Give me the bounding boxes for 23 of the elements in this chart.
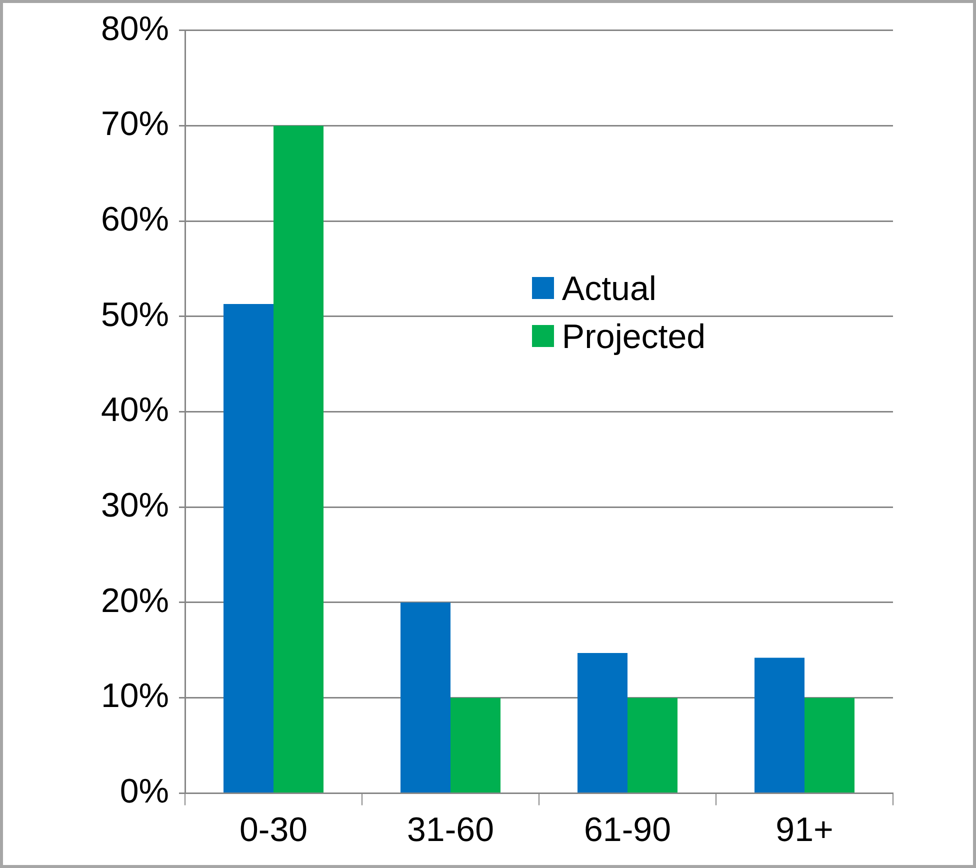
- bar: [754, 658, 804, 792]
- bar: [224, 304, 274, 792]
- x-tick-label: 31-60: [407, 810, 494, 849]
- y-tick-label: 0%: [120, 772, 169, 811]
- y-tick-label: 40%: [100, 391, 169, 430]
- y-tick-label: 50%: [100, 296, 169, 334]
- y-tick-label: 60%: [100, 200, 169, 238]
- bar: [628, 698, 678, 792]
- bar: [577, 653, 628, 792]
- x-tick-label: 0-30: [239, 810, 308, 849]
- legend-label: Projected: [562, 318, 706, 356]
- y-tick-label: 20%: [100, 582, 169, 620]
- bar: [450, 698, 501, 792]
- y-tick-label: 10%: [100, 677, 169, 716]
- legend-label: Actual: [562, 270, 656, 308]
- bar: [400, 602, 450, 792]
- x-tick-label: 91+: [776, 810, 834, 849]
- bar: [274, 126, 324, 792]
- y-tick-label: 80%: [100, 10, 169, 48]
- bar: [804, 698, 855, 792]
- y-tick-label: 70%: [100, 105, 169, 144]
- x-tick-label: 61-90: [584, 810, 671, 849]
- y-tick-label: 30%: [100, 486, 169, 525]
